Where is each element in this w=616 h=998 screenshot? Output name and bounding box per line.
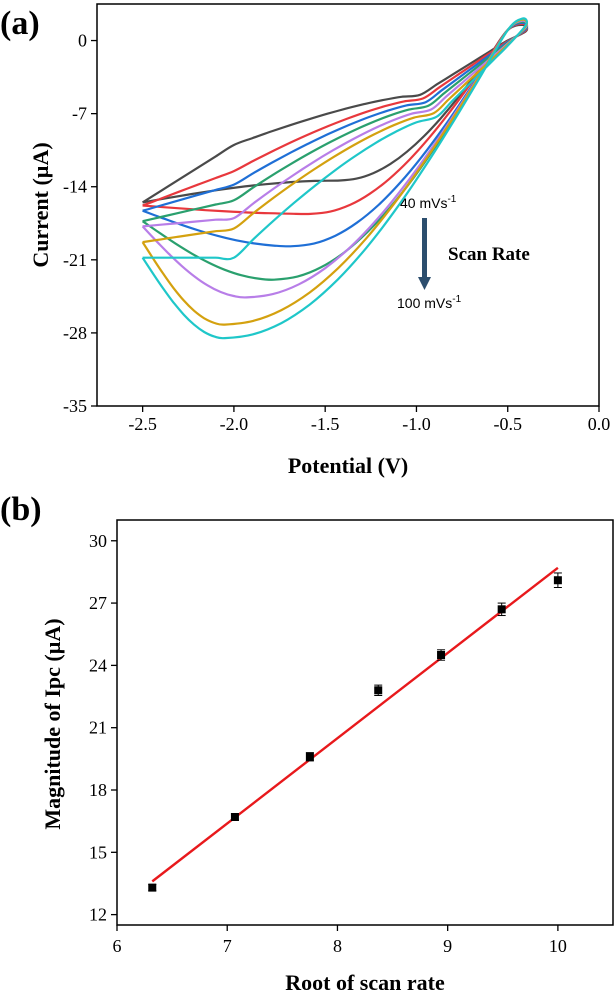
data-point xyxy=(497,602,506,617)
panel-b-x-tick-label: 9 xyxy=(443,936,452,956)
data-point xyxy=(305,752,314,762)
annotation-100-mvs: 100 mVs-1 xyxy=(397,294,462,311)
panel-a-label: (a) xyxy=(0,5,40,42)
panel-b-y-tick-label: 30 xyxy=(89,531,107,551)
panel-b-points xyxy=(148,572,562,892)
data-point-marker xyxy=(437,651,446,659)
panel-a-series xyxy=(141,17,529,340)
panel-b-x-tick-label: 8 xyxy=(333,936,342,956)
data-point-marker xyxy=(374,686,383,695)
annotation-40-mvs-sup: -1 xyxy=(447,194,456,205)
panel-b-y-ticks: 12 15 18 21 24 27 30 xyxy=(89,531,117,925)
panel-a-y-ticks: 0 -7 -14 -21 -28 -35 xyxy=(63,31,97,416)
annotation-40-mvs-text: 40 mVs xyxy=(400,195,447,211)
panel-a-y-tick-label: -35 xyxy=(63,396,87,416)
data-point xyxy=(148,883,157,892)
cv-curve-series xyxy=(141,17,528,340)
panel-b-x-ticks: 6 7 8 9 10 xyxy=(113,925,567,956)
panel-a-x-tick-label: 0.0 xyxy=(588,414,611,434)
annotation-scan-rate: Scan Rate xyxy=(448,244,530,265)
cv-curve-series xyxy=(142,22,529,216)
panel-a-frame xyxy=(96,3,600,407)
linear-fit-line xyxy=(151,566,559,883)
panel-b-label: (b) xyxy=(0,491,42,528)
panel-a-x-axis-title: Potential (V) xyxy=(288,453,408,478)
panel-a-y-tick-label: -28 xyxy=(63,323,87,343)
panel-b-y-tick-label: 27 xyxy=(89,593,107,613)
panel-b-y-tick-label: 12 xyxy=(89,905,107,925)
panel-b: (b) 6 7 8 9 10 12 15 18 21 24 27 30 Root of scan r… xyxy=(0,491,614,995)
panel-b-y-tick-label: 24 xyxy=(89,655,107,675)
data-point-marker xyxy=(553,576,562,585)
panel-b-x-tick-label: 6 xyxy=(113,936,122,956)
panel-b-y-tick-label: 18 xyxy=(89,780,107,800)
data-point xyxy=(437,649,446,661)
panel-b-frame xyxy=(116,519,614,926)
scan-rate-arrow-shaft xyxy=(422,218,427,278)
panel-b-y-axis-title: Magnitude of Ipc (µA) xyxy=(40,618,65,829)
panel-b-x-tick-label: 10 xyxy=(549,936,567,956)
panel-b-y-tick-label: 15 xyxy=(89,842,107,862)
data-point xyxy=(230,813,239,821)
annotation-100-mvs-sup: -1 xyxy=(452,294,461,305)
data-point-marker xyxy=(305,752,314,761)
data-point-marker xyxy=(497,605,506,614)
panel-a-y-axis-title: Current (µA) xyxy=(28,142,53,267)
annotation-100-mvs-text: 100 mVs xyxy=(397,295,452,311)
panel-a-x-tick-label: -1.5 xyxy=(311,414,340,434)
panel-a-x-tick-label: -2.0 xyxy=(220,414,249,434)
panel-a-x-ticks: -2.5 -2.0 -1.5 -1.0 -0.5 0.0 xyxy=(128,406,610,434)
panel-a-y-tick-label: -14 xyxy=(63,177,87,197)
panel-b-y-tick-label: 21 xyxy=(89,718,107,738)
panel-a-x-tick-label: -2.5 xyxy=(128,414,157,434)
cv-curve-series xyxy=(142,21,529,248)
panel-b-fit xyxy=(151,566,559,883)
panel-b-x-axis-title: Root of scan rate xyxy=(285,970,445,995)
scan-rate-arrow xyxy=(418,218,431,290)
panel-a-y-tick-label: 0 xyxy=(78,31,87,51)
data-point-marker xyxy=(230,813,239,821)
panel-a: (a) -2.5 -2.0 -1.5 -1.0 -0.5 0.0 0 -7 -14 -21 -28… xyxy=(0,3,610,478)
data-point-marker xyxy=(148,883,157,892)
panel-a-x-tick-label: -0.5 xyxy=(493,414,522,434)
scan-rate-arrow-head xyxy=(418,277,431,290)
cv-curve-series xyxy=(141,20,529,281)
cv-curve-series xyxy=(142,23,529,204)
annotation-40-mvs: 40 mVs-1 xyxy=(400,194,457,211)
panel-a-y-tick-label: -21 xyxy=(63,250,87,270)
panel-a-y-tick-label: -7 xyxy=(72,104,87,124)
data-point xyxy=(374,684,383,696)
panel-a-x-tick-label: -1.0 xyxy=(402,414,431,434)
panel-b-x-tick-label: 7 xyxy=(223,936,232,956)
data-point xyxy=(553,572,562,588)
